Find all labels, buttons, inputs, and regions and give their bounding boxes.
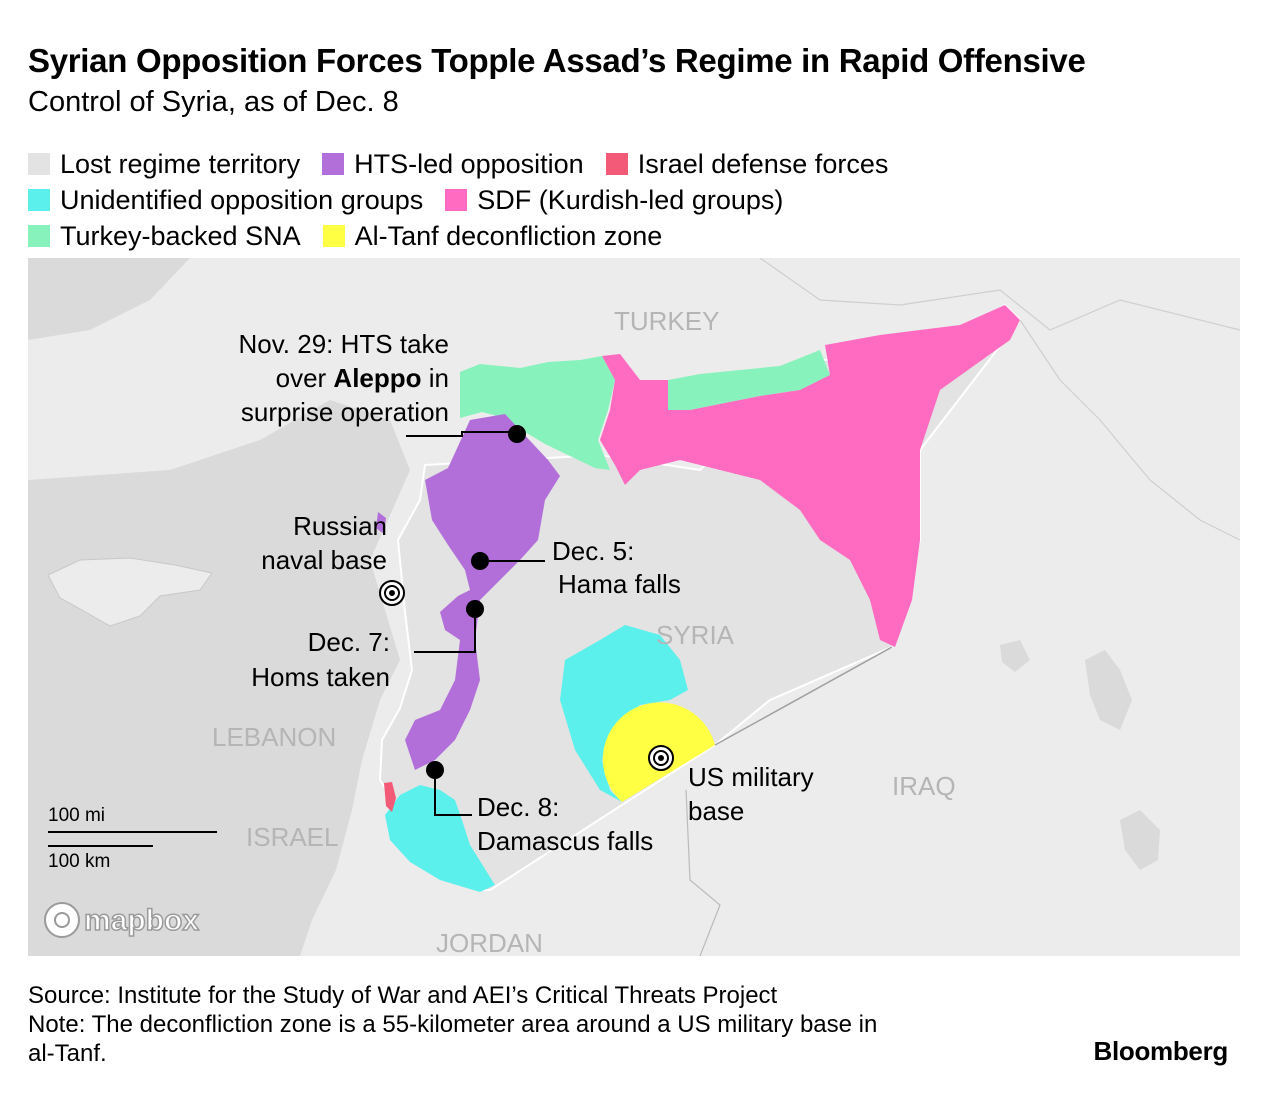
legend-swatch bbox=[28, 225, 50, 247]
legend-item-unidentified: Unidentified opposition groups bbox=[28, 185, 423, 216]
country-label-lebanon: LEBANON bbox=[212, 722, 336, 752]
chart-title: Syrian Opposition Forces Topple Assad’s … bbox=[28, 42, 1086, 79]
legend-swatch bbox=[605, 153, 628, 175]
legend-label: SDF (Kurdish-led groups) bbox=[477, 184, 784, 215]
legend-label: Lost regime territory bbox=[60, 148, 301, 179]
legend-label: Turkey-backed SNA bbox=[60, 220, 301, 251]
legend-item-idf: Israel defense forces bbox=[605, 148, 889, 180]
note-line-2: al-Tanf. bbox=[28, 1040, 107, 1067]
mediterranean-sea bbox=[28, 400, 410, 956]
border-turkey-north bbox=[759, 258, 1240, 331]
source-note: Source: Institute for the Study of War a… bbox=[28, 982, 778, 1009]
hts-coastal-pocket bbox=[376, 512, 386, 534]
country-label-iraq: IRAQ bbox=[892, 771, 956, 801]
country-label-turkey: TURKEY bbox=[614, 306, 719, 336]
border-iraq-iran bbox=[1019, 319, 1240, 541]
legend-item-al-tanf: Al-Tanf deconfliction zone bbox=[322, 220, 663, 252]
border-syria-iraq bbox=[714, 646, 893, 746]
bloomberg-logo: Bloomberg bbox=[1093, 1036, 1228, 1066]
annotation-aleppo-pre: over bbox=[276, 363, 334, 393]
legend-row: Lost regime territory HTS-led opposition… bbox=[28, 146, 910, 182]
sea-upper-left bbox=[28, 258, 190, 340]
map[interactable]: TURKEY SYRIA LEBANON ISRAEL IRAQ JORDAN … bbox=[28, 258, 1240, 956]
legend-swatch bbox=[322, 153, 345, 175]
mapbox-wordmark: mapbox bbox=[84, 904, 199, 937]
annotation-aleppo-line2: over Aleppo in bbox=[276, 363, 449, 393]
annotation-hama-line2: Hama falls bbox=[558, 569, 681, 599]
annotation-homs-line1: Dec. 7: bbox=[308, 627, 390, 657]
chart-subtitle: Control of Syria, as of Dec. 8 bbox=[28, 86, 399, 118]
legend-swatch bbox=[322, 225, 345, 247]
legend-label: Israel defense forces bbox=[637, 148, 889, 179]
note-line-1: Note: The deconfliction zone is a 55-kil… bbox=[28, 1011, 878, 1038]
legend: Lost regime territory HTS-led opposition… bbox=[28, 146, 910, 254]
marker-homs[interactable] bbox=[466, 600, 484, 618]
legend-item-sdf: SDF (Kurdish-led groups) bbox=[445, 185, 783, 216]
us-base-target-icon[interactable] bbox=[648, 745, 674, 771]
lake bbox=[1120, 810, 1160, 870]
idf-region bbox=[384, 782, 396, 812]
sna-region-east bbox=[668, 350, 830, 410]
annotation-damascus-line2: Damascus falls bbox=[477, 826, 653, 856]
annotation-aleppo-city: Aleppo bbox=[333, 363, 421, 393]
country-label-syria: SYRIA bbox=[656, 620, 735, 650]
hts-region bbox=[405, 414, 560, 770]
sna-region-west bbox=[460, 356, 615, 470]
cyprus bbox=[47, 557, 213, 627]
leader-line-aleppo bbox=[406, 431, 517, 437]
border-jordan-iraq bbox=[685, 789, 721, 956]
scale-km-label: 100 km bbox=[48, 851, 110, 872]
country-label-israel: ISRAEL bbox=[246, 822, 339, 852]
country-label-jordan: JORDAN bbox=[436, 928, 543, 956]
leader-line-homs bbox=[414, 609, 476, 653]
annotation-naval-line2: naval base bbox=[261, 545, 387, 575]
legend-item-hts: HTS-led opposition bbox=[322, 149, 584, 180]
legend-row: Unidentified opposition groups SDF (Kurd… bbox=[28, 182, 910, 218]
lake bbox=[1000, 640, 1030, 672]
leader-line-damascus bbox=[434, 770, 472, 816]
legend-item-lost-regime: Lost regime territory bbox=[28, 149, 300, 180]
scale-mi-label: 100 mi bbox=[48, 805, 105, 826]
marker-aleppo[interactable] bbox=[508, 425, 526, 443]
map-canvas: TURKEY SYRIA LEBANON ISRAEL IRAQ JORDAN … bbox=[28, 258, 1240, 956]
annotation-damascus-line1: Dec. 8: bbox=[477, 792, 559, 822]
marker-hama[interactable] bbox=[471, 552, 489, 570]
annotation-aleppo-line3: surprise operation bbox=[241, 397, 449, 427]
annotation-us-base-line2: base bbox=[688, 796, 744, 826]
marker-damascus[interactable] bbox=[426, 761, 444, 779]
legend-swatch bbox=[445, 189, 468, 211]
annotation-hama-line1: Dec. 5: bbox=[552, 536, 634, 566]
legend-swatch bbox=[28, 153, 50, 175]
annotation-homs-line2: Homs taken bbox=[251, 662, 390, 692]
legend-item-sna: Turkey-backed SNA bbox=[28, 221, 301, 252]
annotation-aleppo-post: in bbox=[422, 363, 449, 393]
legend-row: Turkey-backed SNA Al-Tanf deconfliction … bbox=[28, 218, 910, 254]
footer: Source: Institute for the Study of War a… bbox=[28, 981, 877, 1068]
unidentified-opposition-south bbox=[385, 785, 495, 892]
annotation-aleppo-line1: Nov. 29: HTS take bbox=[239, 329, 450, 359]
unidentified-opposition-east bbox=[560, 625, 688, 802]
mapbox-logo[interactable]: mapbox bbox=[44, 902, 200, 938]
legend-label: HTS-led opposition bbox=[354, 148, 584, 179]
annotation-us-base-line1: US military bbox=[688, 762, 814, 792]
legend-label: Unidentified opposition groups bbox=[60, 184, 424, 215]
lake bbox=[1085, 650, 1132, 730]
annotation-naval-line1: Russian bbox=[293, 511, 387, 541]
sdf-region bbox=[600, 305, 1020, 647]
legend-label: Al-Tanf deconfliction zone bbox=[354, 220, 663, 251]
legend-swatch bbox=[28, 189, 50, 211]
naval-base-target-icon[interactable] bbox=[379, 580, 405, 606]
